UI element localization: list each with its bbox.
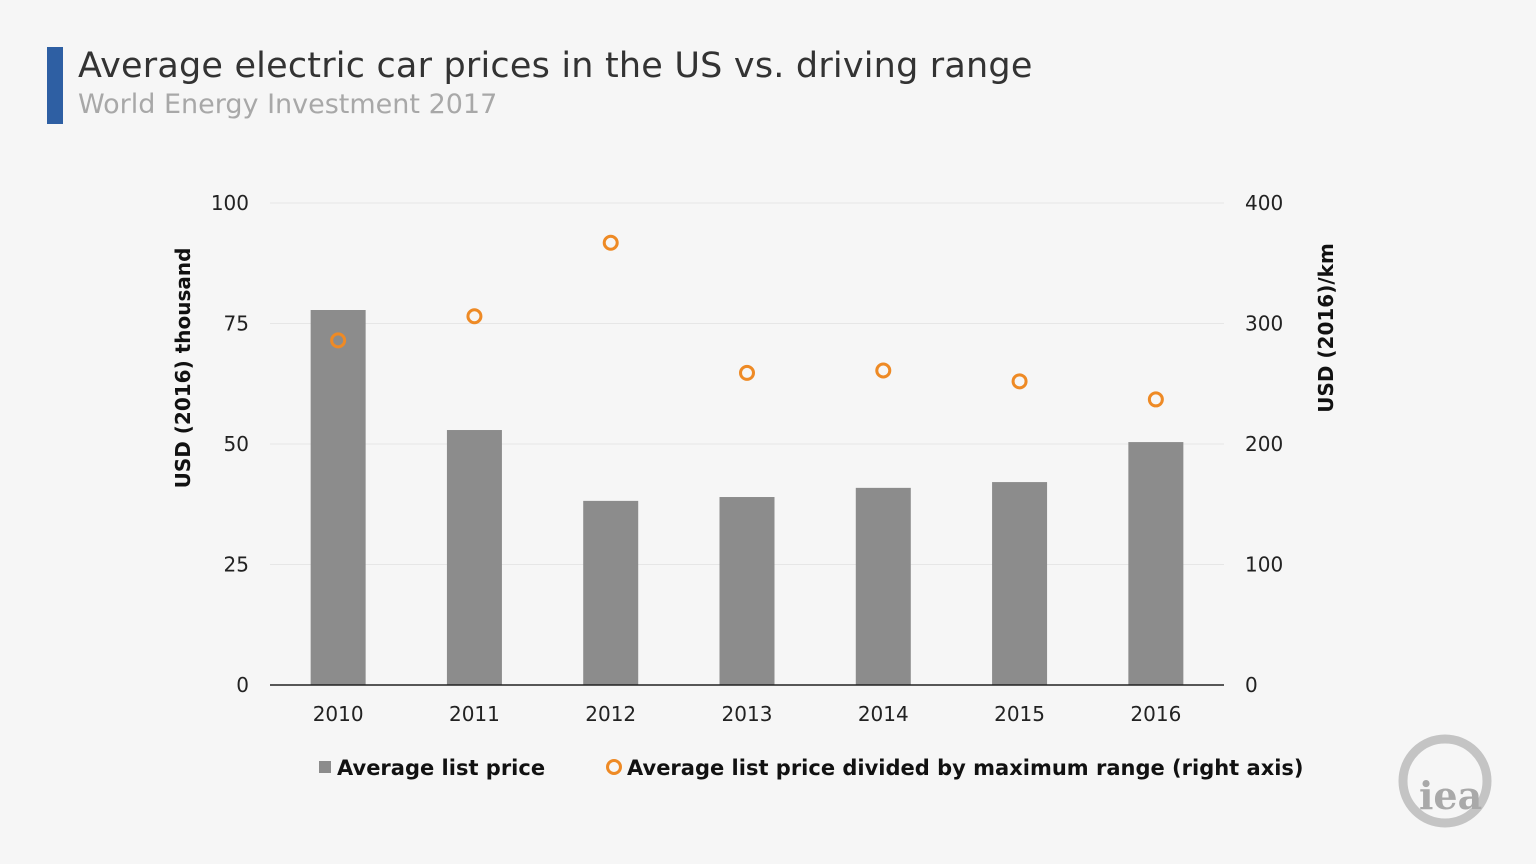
point-2015 (1011, 373, 1028, 390)
x-tick-label: 2015 (994, 702, 1045, 726)
bar-2015 (992, 482, 1048, 685)
point-2012 (602, 234, 619, 251)
y2-tick-label: 0 (1245, 673, 1258, 697)
legend-bar-label: Average list price (337, 756, 545, 780)
y-tick-label: 50 (224, 432, 249, 456)
svg-text:iea: iea (1419, 773, 1482, 818)
y2-tick-label: 200 (1245, 432, 1283, 456)
point-2010 (330, 332, 347, 349)
bar-2011 (446, 430, 502, 685)
y-tick-label: 75 (224, 312, 249, 336)
y2-tick-label: 400 (1245, 191, 1283, 215)
x-tick-label: 2016 (1130, 702, 1181, 726)
x-tick-label: 2014 (858, 702, 909, 726)
bar-2012 (583, 500, 639, 685)
bar-2016 (1128, 442, 1184, 685)
chart-title: Average electric car prices in the US vs… (78, 46, 1033, 86)
bar-2010 (310, 310, 366, 685)
x-tick-label: 2010 (313, 702, 364, 726)
bar-2013 (719, 497, 775, 685)
title-accent-bar (47, 47, 63, 124)
y-tick-label: 100 (211, 191, 249, 215)
chart-subtitle: World Energy Investment 2017 (78, 89, 498, 120)
iea-logo: iea (1398, 734, 1492, 828)
y-tick-label: 0 (236, 673, 249, 697)
point-2011 (466, 308, 483, 325)
bar-2014 (855, 487, 911, 685)
y2-tick-label: 100 (1245, 553, 1283, 577)
point-2013 (739, 364, 755, 381)
y2-tick-label: 300 (1245, 312, 1283, 336)
point-2016 (1147, 391, 1164, 408)
y-tick-label: 25 (224, 553, 249, 577)
x-tick-label: 2011 (449, 702, 500, 726)
legend-point-label: Average list price divided by maximum ra… (627, 756, 1304, 780)
y2-axis-label: USD (2016)/km (1314, 243, 1338, 413)
legend-bar-swatch (319, 761, 331, 773)
x-tick-label: 2013 (722, 702, 773, 726)
y-axis-label: USD (2016) thousand (171, 248, 195, 489)
x-tick-label: 2012 (585, 702, 636, 726)
legend-point-swatch (606, 759, 622, 775)
point-2014 (875, 362, 892, 379)
